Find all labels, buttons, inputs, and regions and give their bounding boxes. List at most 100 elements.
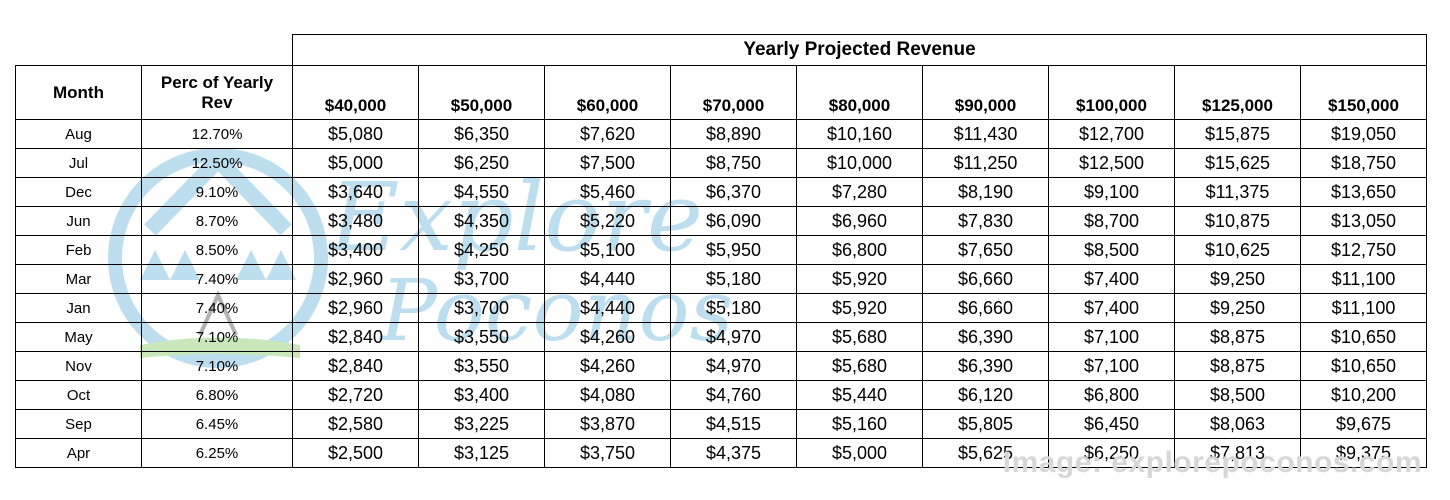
revenue-cell: $5,220: [544, 206, 671, 236]
revenue-cell: $3,750: [544, 438, 671, 468]
perc-cell: 12.70%: [141, 119, 293, 149]
revenue-cell: $15,875: [1174, 119, 1301, 149]
revenue-cell: $3,550: [418, 351, 545, 381]
revenue-cell: $10,000: [796, 148, 923, 178]
revenue-cell: $15,625: [1174, 148, 1301, 178]
revenue-cell: $5,180: [670, 264, 797, 294]
revenue-cell: $13,650: [1300, 177, 1427, 207]
table-row: May 7.10% $2,840 $3,550 $4,260 $4,970 $5,680 $6…: [15, 322, 1427, 352]
perc-cell: 8.70%: [141, 206, 293, 236]
perc-cell: 7.10%: [141, 322, 293, 352]
month-cell: Jan: [15, 293, 142, 323]
revenue-cell: $4,440: [544, 293, 671, 323]
group-header: Yearly Projected Revenue: [292, 34, 1427, 66]
revenue-cell: $6,390: [922, 322, 1049, 352]
revenue-cell: $5,460: [544, 177, 671, 207]
perc-cell: 6.80%: [141, 380, 293, 410]
month-cell: Apr: [15, 438, 142, 468]
revenue-cell: $6,800: [796, 235, 923, 265]
revenue-cell: $10,625: [1174, 235, 1301, 265]
perc-cell: 12.50%: [141, 148, 293, 178]
perc-cell: 7.40%: [141, 264, 293, 294]
revenue-cell: $4,080: [544, 380, 671, 410]
table-row: Feb 8.50% $3,400 $4,250 $5,100 $5,950 $6,800 $7…: [15, 235, 1427, 265]
revenue-cell: $3,225: [418, 409, 545, 439]
revenue-cell: $3,700: [418, 264, 545, 294]
revenue-header: $40,000: [292, 65, 419, 120]
revenue-cell: $4,260: [544, 322, 671, 352]
month-cell: Dec: [15, 177, 142, 207]
perc-cell: 6.45%: [141, 409, 293, 439]
perc-cell: 9.10%: [141, 177, 293, 207]
revenue-cell: $6,250: [418, 148, 545, 178]
revenue-cell: $3,400: [292, 235, 419, 265]
revenue-cell: $7,500: [544, 148, 671, 178]
revenue-cell: $2,580: [292, 409, 419, 439]
table-row: Aug 12.70% $5,080 $6,350 $7,620 $8,890 $10,160…: [15, 119, 1427, 149]
revenue-cell: $13,050: [1300, 206, 1427, 236]
revenue-cell: $6,120: [922, 380, 1049, 410]
revenue-header: $150,000: [1300, 65, 1427, 120]
revenue-cell: $10,650: [1300, 322, 1427, 352]
revenue-cell: $6,370: [670, 177, 797, 207]
revenue-cell: $12,500: [1048, 148, 1175, 178]
table-row: Oct 6.80% $2,720 $3,400 $4,080 $4,760 $5,440 $6…: [15, 380, 1427, 410]
revenue-cell: $2,960: [292, 264, 419, 294]
revenue-cell: $5,680: [796, 351, 923, 381]
table-row: Jul 12.50% $5,000 $6,250 $7,500 $8,750 $10,000…: [15, 148, 1427, 178]
revenue-cell: $11,100: [1300, 293, 1427, 323]
revenue-header: $90,000: [922, 65, 1049, 120]
revenue-cell: $9,675: [1300, 409, 1427, 439]
revenue-cell: $5,440: [796, 380, 923, 410]
column-header-row: Month Perc of Yearly Rev $40,000 $50,000 …: [15, 65, 1427, 120]
revenue-cell: $12,750: [1300, 235, 1427, 265]
table-row: Jun 8.70% $3,480 $4,350 $5,220 $6,090 $6,960 $7…: [15, 206, 1427, 236]
revenue-cell: $4,260: [544, 351, 671, 381]
revenue-cell: $8,890: [670, 119, 797, 149]
revenue-cell: $2,720: [292, 380, 419, 410]
month-cell: Feb: [15, 235, 142, 265]
revenue-header: $125,000: [1174, 65, 1301, 120]
revenue-cell: $5,950: [670, 235, 797, 265]
revenue-cell: $5,180: [670, 293, 797, 323]
month-cell: Mar: [15, 264, 142, 294]
revenue-cell: $10,200: [1300, 380, 1427, 410]
revenue-cell: $11,100: [1300, 264, 1427, 294]
revenue-cell: $7,400: [1048, 293, 1175, 323]
perc-cell: 7.40%: [141, 293, 293, 323]
revenue-cell: $4,970: [670, 322, 797, 352]
table-row: Apr 6.25% $2,500 $3,125 $3,750 $4,375 $5,000 $5…: [15, 438, 1427, 468]
revenue-cell: $2,840: [292, 351, 419, 381]
revenue-cell: $3,400: [418, 380, 545, 410]
revenue-cell: $5,000: [292, 148, 419, 178]
revenue-cell: $2,500: [292, 438, 419, 468]
perc-header-line1: Perc of Yearly: [160, 72, 274, 92]
revenue-cell: $5,100: [544, 235, 671, 265]
revenue-cell: $19,050: [1300, 119, 1427, 149]
revenue-cell: $10,650: [1300, 351, 1427, 381]
revenue-cell: $7,620: [544, 119, 671, 149]
revenue-cell: $2,840: [292, 322, 419, 352]
revenue-cell: $18,750: [1300, 148, 1427, 178]
perc-cell: 6.25%: [141, 438, 293, 468]
revenue-cell: $9,250: [1174, 264, 1301, 294]
revenue-cell: $11,375: [1174, 177, 1301, 207]
revenue-header: $100,000: [1048, 65, 1175, 120]
image-credit: Image: explorepoconos.com: [1002, 446, 1422, 479]
revenue-cell: $5,160: [796, 409, 923, 439]
revenue-cell: $6,450: [1048, 409, 1175, 439]
revenue-cell: $6,350: [418, 119, 545, 149]
revenue-cell: $3,125: [418, 438, 545, 468]
revenue-cell: $8,875: [1174, 351, 1301, 381]
revenue-header: $50,000: [418, 65, 545, 120]
revenue-cell: $5,920: [796, 264, 923, 294]
revenue-cell: $3,700: [418, 293, 545, 323]
revenue-cell: $11,250: [922, 148, 1049, 178]
revenue-cell: $3,640: [292, 177, 419, 207]
revenue-cell: $8,500: [1174, 380, 1301, 410]
table-row: Sep 6.45% $2,580 $3,225 $3,870 $4,515 $5,160 $5…: [15, 409, 1427, 439]
month-cell: May: [15, 322, 142, 352]
revenue-cell: $10,160: [796, 119, 923, 149]
revenue-cell: $6,960: [796, 206, 923, 236]
revenue-cell: $8,063: [1174, 409, 1301, 439]
